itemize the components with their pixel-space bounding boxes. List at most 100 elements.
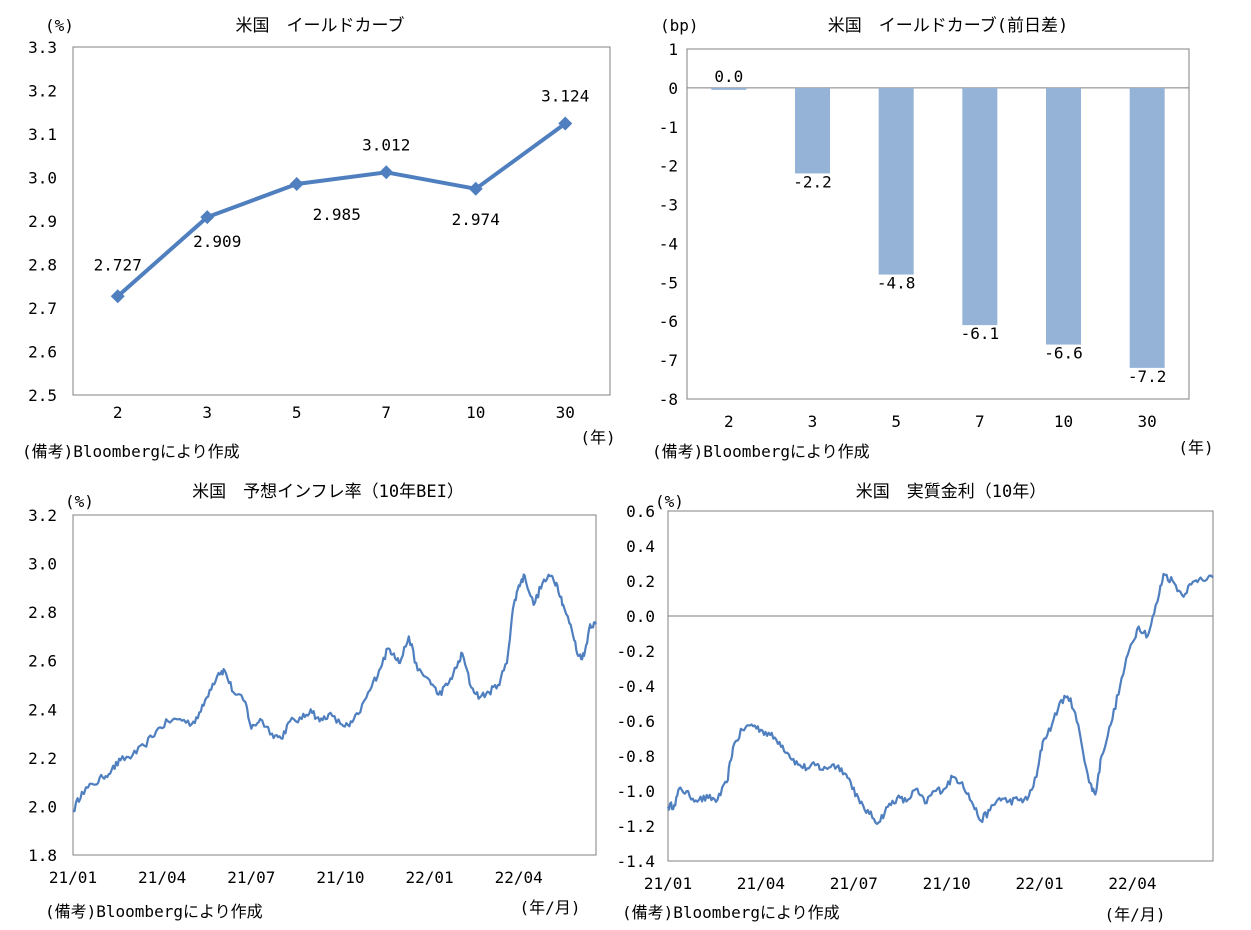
bei-x-tick-label: 21/07 — [227, 868, 275, 887]
bei-y-tick-label: 2.4 — [28, 700, 57, 719]
real-rate-x-tick-label: 21/10 — [923, 874, 971, 893]
real-rate-y-tick-label: -1.2 — [616, 817, 655, 836]
bei-line — [72, 573, 597, 813]
yield-change-series: 0.0 -2.2 -4.8 -6.1 -6.6 -7.2 — [687, 67, 1189, 386]
yield-curve-y-tick-label: 3.2 — [28, 82, 57, 101]
yield-curve-x-tick-label: 2 — [113, 403, 123, 422]
yield-change-title: 米国 イールドカーブ(前日差) — [828, 15, 1068, 36]
real-rate-plot-area — [667, 510, 1214, 862]
yield-change-data-label: -6.1 — [961, 324, 1000, 343]
yield-change-data-label: -7.2 — [1128, 367, 1167, 386]
bei-y-ticks: 1.8 2.0 2.2 2.4 2.6 2.8 3.0 3.2 — [28, 506, 57, 865]
yield-curve-x-tick-label: 7 — [381, 403, 391, 422]
bei-series — [72, 573, 597, 813]
yield-curve-y-tick-label: 3.0 — [28, 169, 57, 188]
yield-change-x-unit: (年) — [1178, 438, 1213, 457]
yield-change-y-tick-label: -2 — [659, 157, 678, 176]
real-rate-x-tick-label: 21/07 — [830, 874, 878, 893]
real-rate-x-ticks: 21/01 21/04 21/07 21/10 22/01 22/04 — [644, 874, 1157, 893]
bei-x-tick-label: 22/01 — [406, 868, 454, 887]
bei-y-tick-label: 3.2 — [28, 506, 57, 525]
yield-curve-x-ticks: 2 3 5 7 10 30 — [113, 403, 575, 422]
yield-curve-y-tick-label: 2.8 — [28, 256, 57, 275]
bei-y-tick-label: 3.0 — [28, 555, 57, 574]
real-rate-line — [666, 572, 1214, 826]
bei-x-tick-label: 21/10 — [316, 868, 364, 887]
yield-curve-source: (備考)Bloombergにより作成 — [22, 442, 240, 461]
bei-x-unit: (年/月) — [520, 898, 581, 917]
yield-curve-chart: 米国 イールドカーブ (%) 2.5 2.6 2.7 2.8 2.9 3.0 3.1 3.2 3… — [22, 15, 616, 461]
yield-curve-y-tick-label: 2.9 — [28, 212, 57, 231]
yield-curve-marker — [110, 289, 125, 304]
yield-curve-marker — [289, 177, 304, 192]
bei-x-tick-label: 22/04 — [495, 868, 543, 887]
real-rate-y-tick-label: 0.2 — [626, 572, 655, 591]
yield-change-data-label: -2.2 — [793, 172, 832, 191]
yield-change-bar — [962, 87, 998, 326]
yield-curve-y-ticks: 2.5 2.6 2.7 2.8 2.9 3.0 3.1 3.2 3.3 — [28, 38, 57, 405]
yield-change-bar — [711, 87, 747, 90]
yield-curve-title: 米国 イールドカーブ — [236, 15, 405, 36]
real-rate-y-tick-label: 0.6 — [626, 502, 655, 521]
yield-change-x-tick-label: 30 — [1138, 412, 1157, 431]
yield-change-x-tick-label: 3 — [808, 412, 818, 431]
real-rate-y-tick-label: 0.0 — [626, 607, 655, 626]
bei-x-tick-label: 21/04 — [138, 868, 186, 887]
yield-curve-data-label: 2.909 — [193, 232, 241, 251]
yield-change-x-tick-label: 2 — [724, 412, 734, 431]
real-rate-unit: (%) — [655, 492, 684, 511]
real-rate-y-ticks: -1.4 -1.2 -1.0 -0.8 -0.6 -0.4 -0.2 0.0 0.2 0.4 0.6 — [616, 502, 655, 871]
real-rate-y-tick-label: -0.6 — [616, 712, 655, 731]
real-rate-chart: 米国 実質金利（10年） (%) -1.4 -1.2 -1.0 -0.8 -0.6 -0.… — [616, 482, 1214, 924]
yield-change-x-tick-label: 5 — [891, 412, 901, 431]
yield-change-y-tick-label: -4 — [659, 234, 678, 253]
bei-y-tick-label: 1.8 — [28, 846, 57, 865]
yield-change-chart: 米国 イールドカーブ(前日差) (bp) -8-7-6-5-4-3-2-101 … — [652, 15, 1214, 461]
yield-curve-y-tick-label: 2.6 — [28, 343, 57, 362]
yield-curve-data-label: 2.727 — [94, 255, 142, 274]
bei-x-tick-label: 21/01 — [49, 868, 97, 887]
bei-y-tick-label: 2.0 — [28, 797, 57, 816]
yield-change-y-ticks: -8 -7 -6 -5 -4 -3 -2 -1 0 1 — [659, 40, 678, 409]
yield-change-x-tick-label: 7 — [975, 412, 985, 431]
real-rate-x-unit: (年/月) — [1105, 905, 1166, 924]
yield-curve-x-unit: (年) — [580, 428, 615, 447]
yield-curve-x-tick-label: 3 — [202, 403, 212, 422]
bei-y-tick-label: 2.8 — [28, 603, 57, 622]
yield-change-data-label: -6.6 — [1044, 344, 1083, 363]
yield-curve-y-tick-label: 2.7 — [28, 299, 57, 318]
yield-curve-x-tick-label: 30 — [556, 403, 575, 422]
yield-change-x-ticks: 2 3 5 7 10 30 — [724, 412, 1157, 431]
yield-change-y-tick-label: -3 — [659, 196, 678, 215]
yield-change-data-label: 0.0 — [714, 67, 743, 86]
yield-curve-marker — [558, 116, 573, 131]
yield-curve-y-tick-label: 2.5 — [28, 386, 57, 405]
real-rate-y-tick-label: -0.2 — [616, 642, 655, 661]
yield-curve-unit: (%) — [45, 16, 74, 35]
bei-title: 米国 予想インフレ率（10年BEI） — [192, 482, 464, 502]
yield-curve-marker — [200, 210, 215, 225]
real-rate-y-tick-label: 0.4 — [626, 537, 655, 556]
yield-change-bar — [1129, 87, 1165, 368]
bei-chart: 米国 予想インフレ率（10年BEI） (%) 1.8 2.0 2.2 2.4 2.6 2.… — [28, 482, 597, 921]
real-rate-y-tick-label: -1.4 — [616, 852, 655, 871]
yield-curve-line — [116, 121, 567, 298]
yield-change-y-tick-label: -1 — [659, 118, 678, 137]
yield-change-x-tick-label: 10 — [1054, 412, 1073, 431]
yield-curve-y-tick-label: 3.3 — [28, 38, 57, 57]
yield-curve-data-label: 3.124 — [541, 87, 589, 106]
yield-change-plot-area — [686, 48, 1190, 400]
yield-curve-data-label: 2.974 — [452, 210, 500, 229]
yield-curve-series: 2.727 2.909 2.985 3.012 2.974 3.124 — [94, 87, 589, 304]
bei-unit: (%) — [65, 492, 94, 511]
yield-curve-data-label: 2.985 — [313, 205, 361, 224]
real-rate-y-tick-label: -1.0 — [616, 782, 655, 801]
yield-curve-y-tick-label: 3.1 — [28, 125, 57, 144]
yield-curve-plot-area — [72, 46, 611, 396]
yield-change-bar — [878, 87, 914, 275]
real-rate-x-tick-label: 21/04 — [737, 874, 785, 893]
real-rate-y-tick-label: -0.8 — [616, 747, 655, 766]
real-rate-title: 米国 実質金利（10年） — [856, 482, 1046, 502]
yield-curve-x-tick-label: 10 — [466, 403, 485, 422]
